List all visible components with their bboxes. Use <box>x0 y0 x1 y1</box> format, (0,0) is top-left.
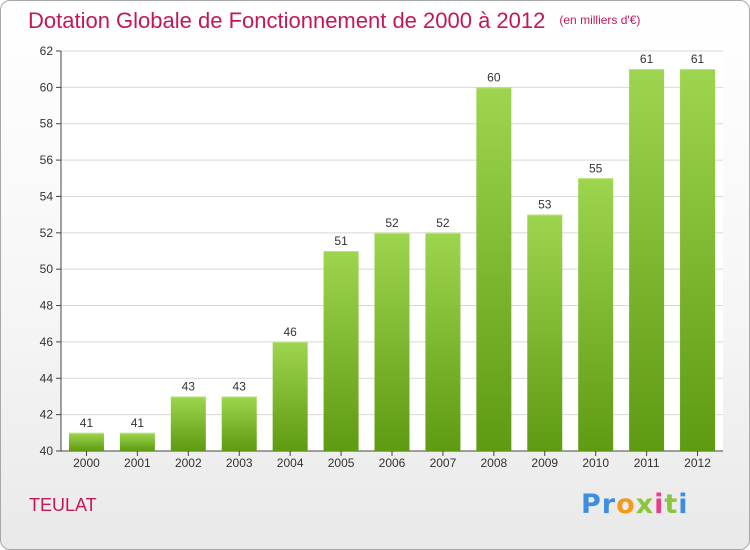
x-tick-label: 2010 <box>582 456 609 470</box>
bar <box>527 214 563 451</box>
bar <box>221 396 257 451</box>
x-tick-label: 2000 <box>73 456 100 470</box>
data-label: 61 <box>640 52 654 66</box>
x-tick-label: 2003 <box>226 456 253 470</box>
bar <box>119 432 155 451</box>
y-tick-label: 42 <box>40 408 54 422</box>
commune-name: TEULAT <box>29 495 97 515</box>
chart-title: Dotation Globale de Fonctionnement de 20… <box>28 8 640 34</box>
x-tick-label: 2006 <box>379 456 406 470</box>
y-tick-label: 44 <box>40 371 54 385</box>
y-tick-label: 56 <box>40 153 54 167</box>
bar <box>323 251 359 451</box>
proxiti-logo[interactable]: Proxiti <box>581 489 689 520</box>
y-tick-label: 58 <box>40 117 54 131</box>
data-label: 41 <box>80 416 94 430</box>
y-tick-label: 62 <box>40 44 54 58</box>
x-tick-label: 2007 <box>430 456 457 470</box>
y-tick-label: 40 <box>40 444 54 458</box>
bar <box>272 341 308 451</box>
y-tick-label: 50 <box>40 262 54 276</box>
x-tick-label: 2009 <box>531 456 558 470</box>
data-label: 52 <box>436 216 450 230</box>
y-tick-label: 48 <box>40 299 54 313</box>
x-tick-label: 2001 <box>124 456 151 470</box>
bar <box>680 69 716 451</box>
bar <box>476 87 512 451</box>
bar <box>374 232 410 451</box>
bar <box>629 69 665 451</box>
x-tick-label: 2008 <box>480 456 507 470</box>
y-tick-label: 60 <box>40 80 54 94</box>
data-label: 43 <box>182 379 196 393</box>
x-tick-label: 2005 <box>328 456 355 470</box>
bar <box>425 232 461 451</box>
data-label: 51 <box>334 234 348 248</box>
x-tick-label: 2004 <box>277 456 304 470</box>
x-tick-label: 2012 <box>684 456 711 470</box>
x-tick-label: 2011 <box>634 456 660 470</box>
chart-title-text: Dotation Globale de Fonctionnement de 20… <box>28 8 546 33</box>
bar <box>578 178 614 452</box>
y-tick-label: 46 <box>40 335 54 349</box>
data-label: 43 <box>233 379 247 393</box>
y-tick-label: 54 <box>40 189 54 203</box>
data-label: 52 <box>385 216 399 230</box>
y-tick-label: 52 <box>40 226 54 240</box>
data-label: 61 <box>691 52 705 66</box>
data-label: 55 <box>589 161 603 175</box>
data-label: 46 <box>283 325 297 339</box>
bar <box>68 432 104 451</box>
bar <box>170 396 206 451</box>
chart-subtitle: (en milliers d'€) <box>559 13 641 27</box>
data-label: 60 <box>487 70 501 84</box>
data-label: 41 <box>131 416 145 430</box>
data-label: 53 <box>538 198 552 212</box>
x-tick-label: 2002 <box>175 456 202 470</box>
